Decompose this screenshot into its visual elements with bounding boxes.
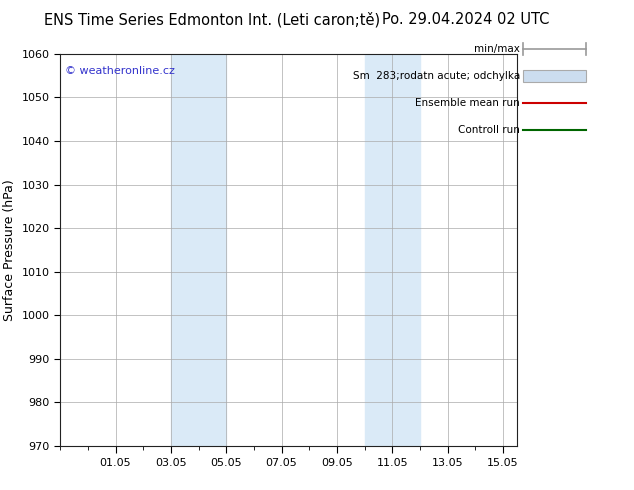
- Text: min/max: min/max: [474, 44, 520, 54]
- Y-axis label: Surface Pressure (hPa): Surface Pressure (hPa): [3, 179, 16, 321]
- Text: Po. 29.04.2024 02 UTC: Po. 29.04.2024 02 UTC: [382, 12, 550, 27]
- Text: © weatheronline.cz: © weatheronline.cz: [65, 66, 175, 75]
- Bar: [365, 54, 420, 446]
- Text: Sm  283;rodatn acute; odchylka: Sm 283;rodatn acute; odchylka: [353, 71, 520, 81]
- Text: Controll run: Controll run: [458, 125, 520, 135]
- Bar: [171, 54, 226, 446]
- Text: ENS Time Series Edmonton Int. (Leti caron;tě): ENS Time Series Edmonton Int. (Leti caro…: [44, 12, 380, 28]
- Text: Ensemble mean run: Ensemble mean run: [415, 98, 520, 108]
